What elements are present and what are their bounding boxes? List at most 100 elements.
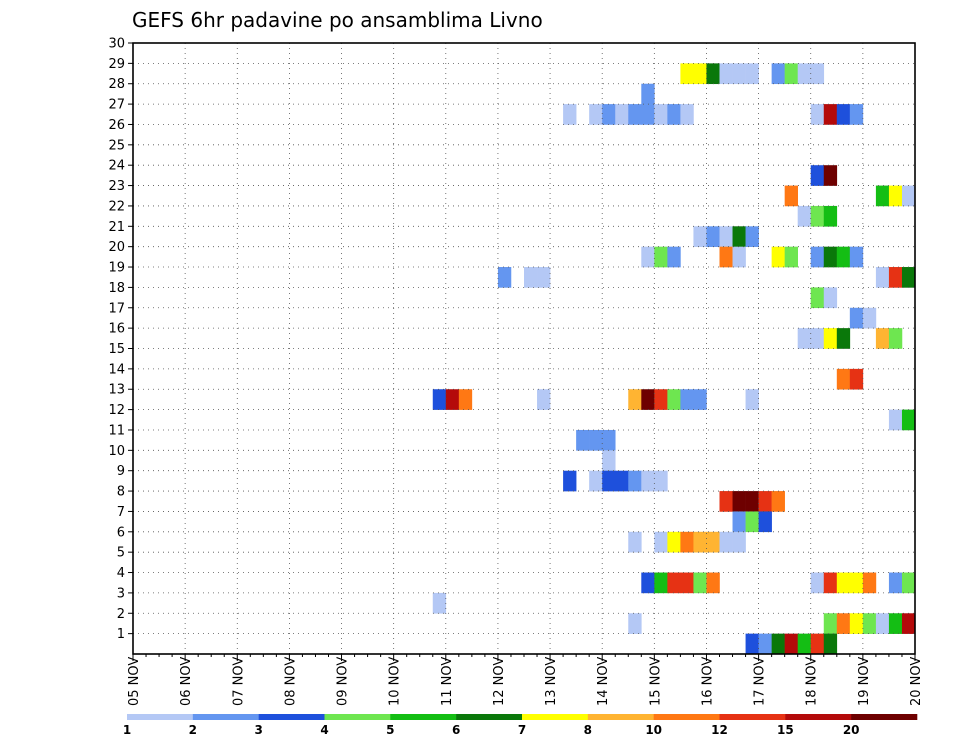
y-tick-label: 28	[108, 77, 125, 92]
heatmap-cell	[836, 328, 851, 349]
heatmap-cell	[888, 328, 903, 349]
colorbar-swatch	[127, 714, 194, 720]
heatmap-cell	[602, 429, 616, 451]
heatmap-cell	[706, 226, 720, 247]
heatmap-cell	[784, 246, 798, 268]
heatmap-cell	[836, 368, 851, 390]
heatmap-cell	[667, 104, 681, 125]
x-tick-label: 16 NOV	[700, 657, 715, 706]
heatmap-cell	[888, 613, 903, 634]
heatmap-cell	[628, 470, 642, 492]
heatmap-cell	[810, 63, 825, 85]
y-tick-label: 5	[117, 546, 125, 561]
y-tick-label: 12	[108, 403, 125, 418]
y-tick-label: 21	[108, 220, 125, 235]
colorbar-swatch	[390, 714, 457, 720]
heatmap-cell	[719, 531, 733, 553]
colorbar-swatch	[587, 714, 654, 720]
y-tick-label: 7	[117, 505, 125, 520]
heatmap-cell	[693, 389, 707, 410]
y-tick-label: 22	[108, 199, 125, 214]
heatmap-cell	[836, 246, 851, 268]
heatmap-cell	[810, 633, 825, 655]
heatmap-cell	[719, 491, 733, 512]
heatmap-cell	[862, 613, 877, 634]
heatmap-cell	[849, 572, 864, 594]
heatmap-cell	[615, 470, 629, 492]
x-tick-label: 17 NOV	[753, 657, 768, 706]
heatmap-cell	[758, 633, 772, 655]
y-tick-label: 10	[108, 444, 125, 459]
heatmap-cell	[849, 307, 864, 329]
heatmap-cell	[524, 267, 538, 288]
heatmap-cell	[432, 389, 447, 410]
heatmap-cell	[810, 104, 825, 125]
heatmap-cell	[823, 572, 838, 594]
heatmap-cell	[537, 267, 551, 288]
heatmap-cell	[732, 246, 746, 268]
heatmap-cell	[628, 104, 642, 125]
colorbar-tick-label: 10	[645, 723, 662, 737]
y-tick-label: 29	[108, 57, 125, 72]
heatmap-cell	[667, 389, 681, 410]
heatmap-cell	[589, 429, 603, 451]
heatmap-cell	[797, 328, 812, 349]
heatmap-cell	[654, 389, 668, 410]
heatmap-cell	[901, 409, 916, 431]
heatmap-cell	[654, 104, 668, 125]
heatmap-cell	[875, 185, 890, 207]
colorbar: 1 2 3 4 5 6 7 8 10 12 15 20	[123, 714, 918, 737]
y-tick-label: 27	[108, 98, 125, 113]
heatmap-cell	[836, 104, 851, 125]
heatmap-cell	[901, 185, 916, 207]
heatmap-cell	[771, 63, 785, 85]
heatmap-cell	[901, 267, 916, 288]
heatmap-cell	[823, 328, 838, 349]
y-tick-label: 24	[108, 159, 125, 174]
heatmap-cell	[823, 633, 838, 655]
x-tick-label: 12 NOV	[492, 657, 507, 706]
heatmap-cell	[823, 287, 838, 309]
colorbar-swatch	[719, 714, 786, 720]
heatmap-cell	[758, 491, 772, 512]
colorbar-tick-label: 1	[123, 723, 131, 737]
heatmap-cell	[693, 531, 707, 553]
heatmap-cell	[823, 165, 838, 186]
heatmap-cell	[836, 613, 851, 634]
colorbar-tick-label: 8	[584, 723, 592, 737]
heatmap-cell	[810, 205, 825, 227]
heatmap-cell	[667, 246, 681, 268]
colorbar-swatch	[324, 714, 391, 720]
heatmap-cell	[771, 246, 785, 268]
y-axis: 1234567891011121314151617181920212223242…	[108, 37, 133, 642]
heatmap-cell	[680, 531, 694, 553]
heatmap-cell	[745, 511, 759, 533]
x-tick-label: 18 NOV	[805, 657, 820, 706]
heatmap-cell	[693, 226, 707, 247]
heatmap-cell	[810, 246, 825, 268]
y-tick-label: 20	[108, 240, 125, 255]
heatmap-cell	[719, 226, 733, 247]
heatmap-cell	[667, 572, 681, 594]
heatmap-cell	[810, 287, 825, 309]
heatmap-cell	[888, 572, 903, 594]
heatmap-cell	[849, 246, 864, 268]
y-tick-label: 19	[108, 261, 125, 276]
heatmap-cell	[784, 63, 798, 85]
heatmap-cell	[732, 226, 746, 247]
x-tick-label: 08 NOV	[283, 657, 298, 706]
heatmap-cell	[732, 511, 746, 533]
heatmap-cell	[797, 633, 812, 655]
y-tick-label: 16	[108, 322, 125, 337]
y-tick-label: 3	[117, 586, 125, 601]
heatmap-cell	[901, 613, 916, 634]
x-tick-label: 14 NOV	[596, 657, 611, 706]
y-tick-label: 2	[117, 607, 125, 622]
x-axis: 05 NOV 06 NOV 07 NOV 08 NOV 09 NOV 10 NOV 11 N…	[127, 654, 924, 706]
heatmap-cell	[745, 491, 759, 512]
colorbar-tick-label: 15	[777, 723, 794, 737]
heatmap-cell	[758, 511, 772, 533]
heatmap-cell	[693, 572, 707, 594]
heatmap-cell	[862, 572, 877, 594]
heatmap-cell	[615, 104, 629, 125]
